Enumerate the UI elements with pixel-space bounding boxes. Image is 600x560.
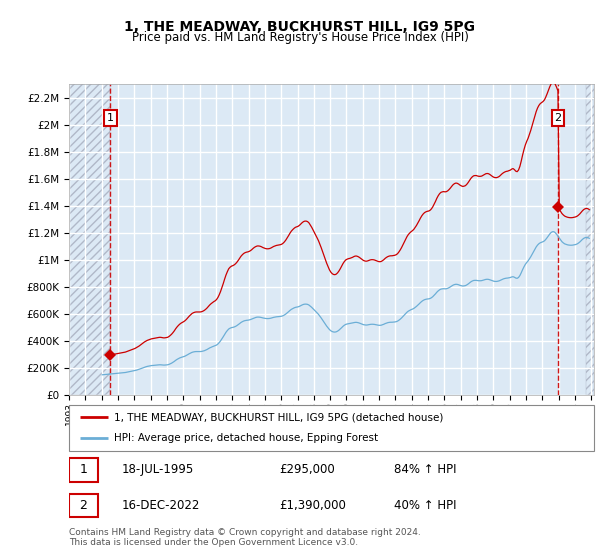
- Text: 1, THE MEADWAY, BUCKHURST HILL, IG9 5PG (detached house): 1, THE MEADWAY, BUCKHURST HILL, IG9 5PG …: [113, 412, 443, 422]
- Text: Price paid vs. HM Land Registry's House Price Index (HPI): Price paid vs. HM Land Registry's House …: [131, 31, 469, 44]
- FancyBboxPatch shape: [69, 405, 594, 451]
- Text: Contains HM Land Registry data © Crown copyright and database right 2024.
This d: Contains HM Land Registry data © Crown c…: [69, 528, 421, 547]
- Text: 1: 1: [107, 113, 114, 123]
- Text: £1,390,000: £1,390,000: [279, 499, 346, 512]
- Text: 2: 2: [554, 113, 562, 123]
- Text: 16-DEC-2022: 16-DEC-2022: [121, 499, 200, 512]
- FancyBboxPatch shape: [69, 458, 98, 482]
- Text: 40% ↑ HPI: 40% ↑ HPI: [395, 499, 457, 512]
- Text: 2: 2: [79, 499, 88, 512]
- FancyBboxPatch shape: [69, 494, 98, 517]
- Text: 1, THE MEADWAY, BUCKHURST HILL, IG9 5PG: 1, THE MEADWAY, BUCKHURST HILL, IG9 5PG: [125, 20, 476, 34]
- Text: HPI: Average price, detached house, Epping Forest: HPI: Average price, detached house, Eppi…: [113, 433, 378, 444]
- Text: £295,000: £295,000: [279, 463, 335, 477]
- Text: 1: 1: [79, 463, 88, 477]
- Text: 84% ↑ HPI: 84% ↑ HPI: [395, 463, 457, 477]
- Text: 18-JUL-1995: 18-JUL-1995: [121, 463, 194, 477]
